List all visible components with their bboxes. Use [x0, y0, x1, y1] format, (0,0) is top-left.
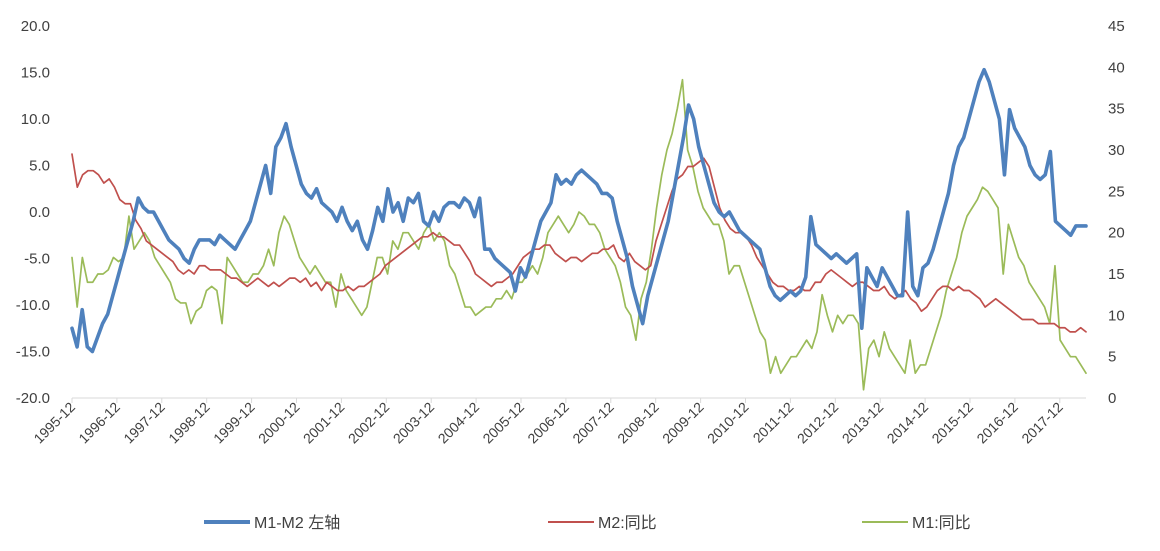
left-y-tick-label: 5.0	[29, 158, 50, 175]
x-tick-label: 2016-12	[973, 399, 1021, 447]
x-tick-label: 1999-12	[210, 399, 258, 447]
series-line-m2	[71, 153, 1087, 333]
series-line-m1	[71, 78, 1087, 391]
x-tick-label: 2013-12	[839, 399, 887, 447]
left-y-tick-label: 15.0	[21, 65, 50, 82]
x-tick-label: 2001-12	[300, 399, 348, 447]
right-y-tick-label: 25	[1108, 183, 1125, 200]
x-tick-label: 2004-12	[435, 399, 483, 447]
x-tick-label: 2003-12	[390, 399, 438, 447]
right-y-tick-label: 0	[1108, 390, 1116, 407]
x-tick-label: 2011-12	[750, 399, 797, 446]
x-tick-label: 2006-12	[524, 399, 572, 447]
x-tick-label: 2010-12	[704, 399, 752, 447]
x-tick-label: 2009-12	[659, 399, 707, 447]
x-tick-label: 2008-12	[614, 399, 662, 447]
right-y-tick-label: 30	[1108, 142, 1125, 159]
legend-label-m1-m2: M1-M2 左轴	[254, 514, 340, 532]
series-layer	[70, 67, 1088, 391]
left-y-tick-label: -10.0	[16, 297, 50, 314]
left-y-axis: 20.0 15.0 10.0 5.0 0.0 -5.0 -10.0 -15.0 -20.0	[16, 18, 50, 407]
left-y-tick-label: 0.0	[29, 204, 50, 221]
x-tick-label: 2005-12	[479, 399, 527, 447]
x-tick-label: 1996-12	[75, 399, 123, 447]
legend-label-m2: M2:同比	[598, 514, 657, 532]
legend: M1-M2 左轴 M2:同比 M1:同比	[204, 514, 971, 532]
x-tick-label: 2002-12	[345, 399, 393, 447]
left-y-tick-label: -5.0	[24, 251, 50, 268]
right-y-tick-label: 10	[1108, 307, 1125, 324]
x-tick-label: 1998-12	[165, 399, 213, 447]
right-y-axis: 45 40 35 30 25 20 15 10 5 0	[1108, 18, 1125, 407]
left-y-tick-label: 20.0	[21, 18, 50, 35]
right-y-tick-label: 40	[1108, 59, 1125, 76]
x-tick-label: 2012-12	[794, 399, 842, 447]
left-y-tick-label: -20.0	[16, 390, 50, 407]
legend-label-m1: M1:同比	[912, 514, 971, 532]
left-y-tick-label: 10.0	[21, 111, 50, 128]
right-y-tick-label: 20	[1108, 225, 1125, 242]
series-line-m1-m2	[70, 67, 1088, 354]
x-tick-label: 2015-12	[928, 399, 976, 447]
x-tick-label: 2017-12	[1018, 399, 1066, 447]
right-y-tick-label: 15	[1108, 266, 1125, 283]
right-y-tick-label: 35	[1108, 101, 1125, 118]
x-axis: 1995-121996-121997-121998-121999-122000-…	[30, 398, 1066, 446]
x-tick-label: 2007-12	[569, 399, 617, 447]
x-tick-label: 2000-12	[255, 399, 303, 447]
x-tick-label: 2014-12	[884, 399, 932, 447]
right-y-tick-label: 45	[1108, 18, 1125, 35]
right-y-tick-label: 5	[1108, 349, 1116, 366]
left-y-tick-label: -15.0	[16, 344, 50, 361]
x-tick-label: 1997-12	[120, 399, 168, 447]
